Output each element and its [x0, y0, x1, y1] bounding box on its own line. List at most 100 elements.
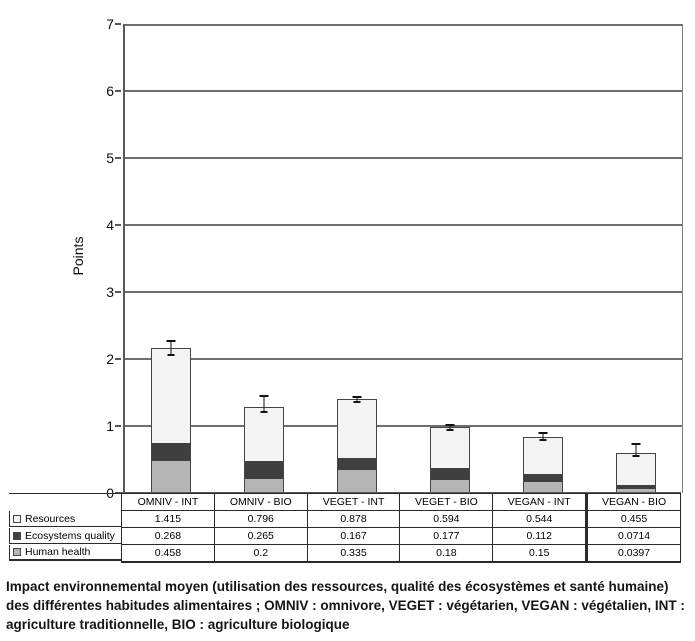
- bar-segment-ecosystems-quality: [245, 460, 284, 479]
- bar-column-vegan-bio: [589, 24, 682, 493]
- y-tick-label-7: 7: [106, 16, 114, 32]
- y-tick-label-4: 4: [106, 217, 114, 233]
- column-header: VEGET - INT: [306, 493, 401, 511]
- legend-swatch-resources: [13, 514, 21, 523]
- gridline-2: [125, 358, 682, 360]
- table-row: Resources 1.415 0.796 0.878 0.594 0.544 0.455: [9, 511, 681, 528]
- table-row: Human health 0.458 0.2 0.335 0.18 0.15 0.0397: [9, 545, 681, 563]
- y-tick-mark-4: [115, 224, 121, 226]
- bar-segment-resources: [245, 407, 284, 461]
- y-tick-mark-5: [115, 157, 121, 159]
- bar-column-omniv-bio: [218, 24, 311, 493]
- bar-segment-ecosystems-quality: [616, 484, 655, 490]
- gridline-1: [125, 425, 682, 427]
- y-tick-label-1: 1: [106, 418, 114, 434]
- value-cell: 0.18: [399, 545, 494, 563]
- value-cell: 1.415: [121, 511, 215, 528]
- gridline-6: [125, 90, 682, 92]
- value-cell: 0.335: [306, 545, 401, 563]
- column-header: VEGET - BIO: [399, 493, 494, 511]
- error-bar: [356, 397, 358, 403]
- value-cell: 0.112: [492, 528, 587, 545]
- bar-column-vegan-int: [496, 24, 589, 493]
- value-cell: 0.544: [492, 511, 587, 528]
- value-cell: 0.796: [213, 511, 308, 528]
- value-cell: 0.455: [585, 511, 681, 528]
- y-tick-label-6: 6: [106, 83, 114, 99]
- bar-segment-resources: [338, 399, 377, 459]
- bar-segment-human-health: [338, 469, 377, 492]
- bar-segment-ecosystems-quality: [338, 458, 377, 470]
- bar-segment-resources: [430, 428, 469, 469]
- y-tick-mark-7: [115, 23, 121, 25]
- error-bar: [263, 397, 265, 414]
- stacked-bar: [615, 453, 656, 493]
- y-tick-mark-6: [115, 90, 121, 92]
- error-bar-cap-bottom: [446, 429, 454, 432]
- value-cell: 0.458: [121, 545, 215, 563]
- error-bar-cap-top: [538, 432, 548, 435]
- y-tick-label-2: 2: [106, 351, 114, 367]
- plot-area: [123, 24, 683, 493]
- column-header: VEGAN - BIO: [585, 493, 681, 511]
- bar-column-omniv-int: [125, 24, 218, 493]
- bar-segment-human-health: [523, 481, 562, 492]
- table-header-spacer: [9, 493, 122, 510]
- figure-caption: Impact environnemental moyen (utilisatio…: [6, 579, 685, 633]
- column-header: VEGAN - INT: [492, 493, 587, 511]
- gridline-7: [125, 24, 682, 26]
- value-cell: 0.15: [492, 545, 587, 563]
- bar-segment-resources: [523, 438, 562, 475]
- legend-cell: Ecosystems quality: [9, 528, 122, 544]
- gridline-5: [125, 157, 682, 159]
- error-bar-cap-top: [631, 442, 641, 445]
- data-table: OMNIV - INT OMNIV - BIO VEGET - INT VEGET -…: [9, 493, 681, 563]
- table-header-row: OMNIV - INT OMNIV - BIO VEGET - INT VEGET -…: [9, 493, 681, 511]
- stacked-bar: [244, 406, 285, 493]
- error-bar-cap-bottom: [632, 454, 640, 457]
- bar-column-veget-bio: [404, 24, 497, 493]
- legend-swatch-human-health: [13, 548, 21, 556]
- y-tick-mark-1: [115, 425, 121, 427]
- error-bar-cap-top: [166, 340, 176, 343]
- legend-swatch-ecosystems-quality: [13, 531, 21, 540]
- y-axis-title: Points: [70, 236, 86, 276]
- table-row: Ecosystems quality 0.268 0.265 0.167 0.177 0.…: [9, 528, 681, 545]
- error-bar: [635, 444, 637, 457]
- y-tick-label-3: 3: [106, 284, 114, 300]
- bar-segment-resources: [616, 454, 655, 485]
- stacked-bar: [151, 347, 192, 493]
- column-header: OMNIV - INT: [121, 493, 215, 511]
- stacked-bar: [429, 427, 470, 493]
- legend-cell: Human health: [9, 545, 122, 561]
- value-cell: 0.177: [399, 528, 494, 545]
- value-cell: 0.265: [213, 528, 308, 545]
- bar-segment-human-health: [430, 479, 469, 492]
- error-bar: [449, 426, 451, 432]
- error-bar-cap-bottom: [353, 400, 361, 403]
- stacked-bar: [522, 437, 563, 493]
- bar-segment-human-health: [245, 478, 284, 492]
- error-bar-cap-top: [445, 424, 455, 426]
- error-bar-cap-top: [352, 395, 362, 398]
- error-bar-cap-top: [259, 395, 269, 398]
- bar-segment-resources: [152, 348, 191, 444]
- value-cell: 0.268: [121, 528, 215, 545]
- gridline-3: [125, 291, 682, 293]
- value-cell: 0.594: [399, 511, 494, 528]
- legend-label: Resources: [25, 512, 76, 525]
- value-cell: 0.878: [306, 511, 401, 528]
- y-tick-mark-3: [115, 291, 121, 293]
- error-bar-cap-bottom: [260, 411, 268, 414]
- bar-segment-ecosystems-quality: [152, 443, 191, 462]
- y-tick-mark-2: [115, 358, 121, 360]
- bar-segment-ecosystems-quality: [430, 468, 469, 480]
- value-cell: 0.167: [306, 528, 401, 545]
- legend-label: Human health: [25, 546, 91, 558]
- legend-cell: Resources: [9, 511, 122, 527]
- value-cell: 0.0714: [585, 528, 681, 545]
- error-bar-cap-bottom: [539, 439, 547, 442]
- bar-segment-human-health: [616, 489, 655, 492]
- value-cell: 0.2: [213, 545, 308, 563]
